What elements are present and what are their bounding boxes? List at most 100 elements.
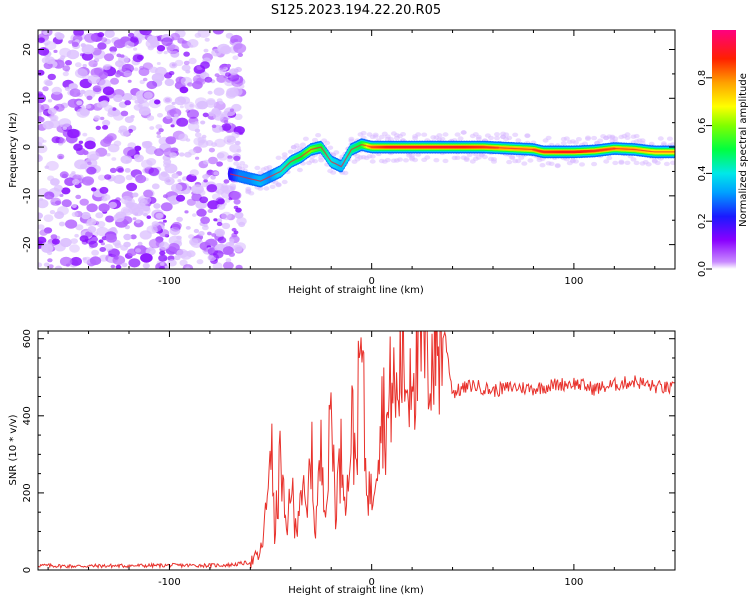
snr-ylabel: SNR (10 * v/v) [8, 414, 19, 485]
noise-blob [105, 233, 118, 243]
ridge-halo [670, 160, 675, 165]
noise-blob [93, 115, 101, 121]
noise-blob [151, 72, 165, 83]
noise-blob [60, 237, 72, 248]
noise-blob [213, 171, 219, 176]
ridge-halo [460, 130, 467, 135]
noise-blob [176, 248, 188, 258]
noise-blob [49, 210, 56, 215]
noise-blob [231, 131, 240, 139]
noise-blob [163, 96, 173, 104]
noise-blob [122, 208, 130, 214]
ridge-halo [648, 141, 655, 147]
noise-blob [79, 198, 89, 206]
noise-blob [127, 79, 132, 83]
noise-blob [79, 89, 86, 95]
ridge-halo [475, 134, 482, 140]
noise-blob [78, 140, 84, 144]
noise-blob [48, 264, 54, 269]
noise-blob [100, 242, 105, 246]
noise-blob [98, 203, 110, 213]
noise-blob [170, 124, 175, 128]
noise-blob [89, 256, 102, 266]
noise-blob [100, 37, 108, 43]
ridge-halo [630, 157, 637, 162]
noise-blob [45, 80, 53, 87]
noise-blob [179, 152, 185, 157]
ridge-halo [503, 132, 510, 137]
noise-blob [99, 247, 106, 252]
ridge-halo [403, 158, 409, 163]
noise-blob [87, 74, 100, 85]
ridge-halo [572, 159, 579, 164]
noise-blob [73, 30, 84, 37]
x-tick-label: 100 [564, 577, 583, 588]
ridge-halo [606, 155, 613, 161]
noise-blob [176, 235, 182, 240]
colorbar-label: Normalized spectral amplitude [738, 73, 749, 227]
noise-blob [217, 198, 225, 205]
noise-blob [104, 135, 114, 143]
noise-blob [228, 252, 235, 257]
noise-blob [115, 264, 122, 269]
noise-blob [139, 30, 152, 36]
noise-blob [203, 223, 208, 228]
noise-blob [38, 262, 43, 268]
noise-blob [62, 71, 69, 77]
noise-blob [142, 262, 150, 269]
noise-blob [184, 101, 196, 111]
noise-blob [38, 155, 42, 160]
noise-blob [84, 89, 96, 99]
ridge-halo [287, 149, 294, 154]
ridge-halo [275, 182, 282, 188]
noise-blob [211, 48, 222, 57]
ridge-halo [524, 133, 531, 139]
noise-blob [189, 238, 199, 246]
noise-blob [76, 107, 90, 118]
ridge-halo [654, 160, 661, 166]
noise-blob [38, 136, 45, 145]
noise-blob [233, 155, 241, 162]
noise-blob [71, 204, 77, 208]
ridge-core [229, 143, 675, 182]
ridge-halo [412, 157, 419, 163]
noise-blob [196, 77, 206, 85]
noise-blob [72, 179, 80, 185]
noise-blob [162, 219, 167, 223]
noise-blob [215, 190, 220, 194]
snr-marks [38, 331, 675, 570]
ridge-halo [560, 141, 567, 146]
noise-blob [170, 200, 177, 205]
noise-blob [200, 61, 210, 69]
noise-blob [138, 205, 151, 216]
noise-blob [123, 146, 136, 157]
y-tick-label: 10 [22, 92, 33, 105]
noise-blob [53, 184, 63, 192]
noise-blob [166, 44, 180, 55]
y-tick-label: 200 [22, 483, 33, 502]
noise-blob [146, 225, 158, 234]
noise-blob [171, 173, 179, 179]
ridge-halo [242, 164, 249, 169]
noise-blob [123, 241, 131, 248]
noise-blob [139, 79, 145, 85]
noise-blob [187, 122, 200, 132]
ridge-halo [657, 136, 664, 141]
noise-blob [164, 177, 175, 186]
noise-blob [99, 116, 105, 121]
colorbar-ticks: 0.0 0.2 0.4 0.6 0.8 [697, 70, 712, 277]
noise-blob [216, 203, 226, 210]
ridge-halo [299, 142, 306, 147]
colorbar-tick-label: 0.8 [697, 70, 708, 86]
noise-blob [176, 216, 184, 222]
noise-blob [104, 174, 112, 180]
noise-blob [75, 62, 82, 68]
ridge-halo [330, 170, 337, 175]
noise-blob [208, 147, 215, 153]
noise-blob [203, 179, 208, 183]
noise-blob [205, 99, 217, 108]
noise-blob [147, 45, 154, 51]
ridge-halo [612, 160, 619, 166]
noise-blob [81, 52, 94, 61]
